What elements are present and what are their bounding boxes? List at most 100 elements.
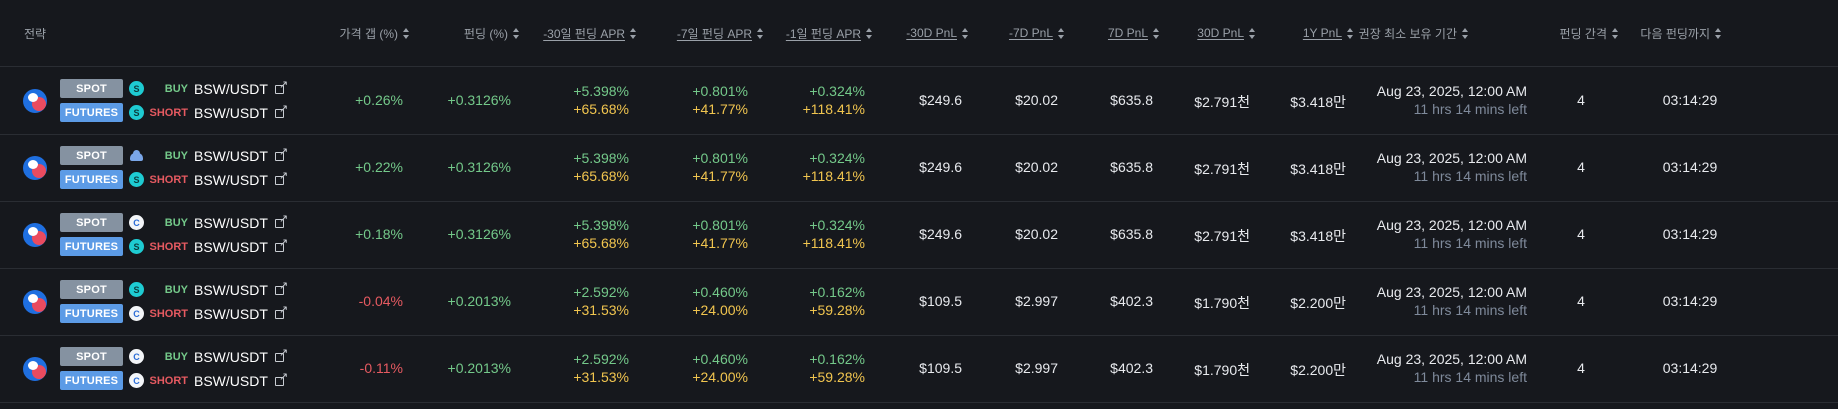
apr30-annualized: +31.53% — [573, 302, 629, 318]
apr30-cell: +5.398% +65.68% — [573, 82, 629, 118]
price-gap: -0.11% — [359, 360, 403, 376]
header-strategy: 전략 — [24, 24, 46, 42]
spot-tag: SPOT — [60, 280, 123, 299]
next-funding-countdown: 03:14:29 — [1662, 159, 1718, 175]
apr1-period: +0.162% — [809, 351, 865, 367]
apr1-annualized: +118.41% — [802, 101, 865, 117]
header-next[interactable]: 다음 펀딩까지 — [1640, 24, 1722, 42]
hold-date: Aug 23, 2025, 12:00 AM — [1376, 217, 1527, 233]
apr7-cell: +0.801% +41.77% — [692, 149, 748, 185]
external-link-icon[interactable] — [274, 212, 288, 229]
sort-icon — [866, 27, 873, 39]
hold-date: Aug 23, 2025, 12:00 AM — [1376, 351, 1527, 367]
table-row[interactable]: SPOT S BUY BSW/USDT FUTURES S SHORT BSW/… — [0, 67, 1838, 135]
header-funding[interactable]: 펀딩 (%) — [464, 24, 520, 42]
header-apr7[interactable]: -7일 펀딩 APR — [677, 24, 764, 42]
spot-leg: SPOT S BUY BSW/USDT — [60, 279, 288, 299]
pnl30-neg: $109.5 — [919, 360, 962, 376]
spot-pair: BSW/USDT — [194, 348, 268, 365]
header-hold[interactable]: 권장 최소 보유 기간 — [1359, 24, 1469, 42]
header-pnl30[interactable]: 30D PnL — [1197, 24, 1256, 42]
apr1-annualized: +59.28% — [809, 369, 865, 385]
futures-side: SHORT — [149, 307, 189, 320]
pnl30-neg: $249.6 — [919, 226, 962, 242]
apr1-period: +0.324% — [809, 83, 865, 99]
spot-tag: SPOT — [60, 347, 123, 366]
pnl1y: $3.418만 — [1290, 228, 1346, 244]
apr1-cell: +0.324% +118.41% — [803, 216, 865, 252]
pnl7: $635.8 — [1110, 92, 1153, 108]
pnl1y: $2.200만 — [1290, 295, 1346, 311]
spot-tag: SPOT — [60, 79, 123, 98]
futures-tag: FUTURES — [60, 103, 123, 122]
header-pnl7-neg[interactable]: -7D PnL — [1009, 24, 1065, 42]
table-row[interactable]: SPOT C BUY BSW/USDT FUTURES S SHORT BSW/… — [0, 201, 1838, 269]
apr7-annualized: +24.00% — [692, 302, 748, 318]
header-pnl30-label: 30D PnL — [1197, 26, 1244, 40]
exchange-logo-icon — [23, 357, 47, 381]
external-link-icon[interactable] — [274, 78, 288, 95]
funding-interval: 4 — [1577, 92, 1585, 108]
funding-interval: 4 — [1577, 226, 1585, 242]
spot-side: BUY — [164, 216, 188, 229]
pnl30-neg: $109.5 — [919, 293, 962, 309]
table-header: 전략 가격 갭 (%) 펀딩 (%) -30일 펀딩 APR -7일 펀딩 AP… — [0, 0, 1838, 67]
futures-leg: FUTURES S SHORT BSW/USDT — [60, 102, 288, 122]
spot-pair: BSW/USDT — [194, 147, 268, 164]
table-row[interactable]: SPOT C BUY BSW/USDT FUTURES C SHORT BSW/… — [0, 335, 1838, 403]
pnl7-neg: $20.02 — [1015, 92, 1058, 108]
exchange-logo-icon — [23, 89, 47, 113]
funding-interval: 4 — [1577, 360, 1585, 376]
external-link-icon[interactable] — [274, 102, 288, 119]
external-link-icon[interactable] — [274, 236, 288, 253]
header-price-gap[interactable]: 가격 갭 (%) — [340, 24, 410, 42]
exchange-logo-icon — [23, 156, 47, 180]
table-row[interactable]: SPOT BUY BSW/USDT FUTURES S SHORT BSW/US… — [0, 134, 1838, 202]
header-apr1[interactable]: -1일 펀딩 APR — [786, 24, 873, 42]
teal-s-icon: S — [129, 105, 144, 120]
pnl7: $402.3 — [1110, 360, 1153, 376]
sort-icon — [1612, 27, 1619, 39]
spot-leg: SPOT C BUY BSW/USDT — [60, 212, 288, 232]
external-link-icon[interactable] — [274, 370, 288, 387]
hold-date: Aug 23, 2025, 12:00 AM — [1376, 150, 1527, 166]
apr30-annualized: +31.53% — [573, 369, 629, 385]
pnl7-neg: $2.997 — [1015, 360, 1058, 376]
pnl30-neg: $249.6 — [919, 92, 962, 108]
header-pnl7-neg-label: -7D PnL — [1008, 26, 1053, 40]
apr30-cell: +2.592% +31.53% — [573, 283, 629, 319]
header-pnl7-label: 7D PnL — [1107, 26, 1148, 40]
white-circle-icon: C — [129, 306, 144, 321]
apr7-cell: +0.801% +41.77% — [692, 216, 748, 252]
header-strategy-label: 전략 — [24, 26, 47, 41]
hold-period-cell: Aug 23, 2025, 12:00 AM 11 hrs 14 mins le… — [1377, 82, 1527, 118]
header-pnl1y[interactable]: 1Y PnL — [1303, 24, 1354, 42]
spot-side: BUY — [164, 149, 188, 162]
funding-rate: +0.3126% — [447, 92, 511, 108]
apr30-annualized: +65.68% — [573, 235, 629, 251]
header-interval[interactable]: 펀딩 간격 — [1560, 24, 1620, 42]
header-pnl7[interactable]: 7D PnL — [1108, 24, 1160, 42]
pnl30: $2.791천 — [1194, 94, 1250, 110]
futures-leg: FUTURES C SHORT BSW/USDT — [60, 303, 288, 323]
spot-tag: SPOT — [60, 146, 123, 165]
price-gap: -0.04% — [358, 293, 403, 309]
external-link-icon[interactable] — [274, 346, 288, 363]
external-link-icon[interactable] — [274, 279, 288, 296]
external-link-icon[interactable] — [274, 169, 288, 186]
external-link-icon[interactable] — [274, 145, 288, 162]
next-funding-countdown: 03:14:29 — [1662, 293, 1718, 309]
teal-s-icon: S — [129, 81, 144, 96]
futures-tag: FUTURES — [60, 371, 123, 390]
price-gap: +0.26% — [355, 92, 403, 108]
apr30-annualized: +65.68% — [573, 168, 629, 184]
pnl7: $635.8 — [1110, 159, 1153, 175]
funding-interval: 4 — [1577, 159, 1585, 175]
apr30-period: +5.398% — [573, 83, 629, 99]
header-apr30[interactable]: -30일 펀딩 APR — [543, 24, 637, 42]
header-pnl30-neg[interactable]: -30D PnL — [906, 24, 969, 42]
table-row[interactable]: SPOT S BUY BSW/USDT FUTURES C SHORT BSW/… — [0, 268, 1838, 336]
apr30-period: +2.592% — [573, 351, 629, 367]
external-link-icon[interactable] — [274, 303, 288, 320]
